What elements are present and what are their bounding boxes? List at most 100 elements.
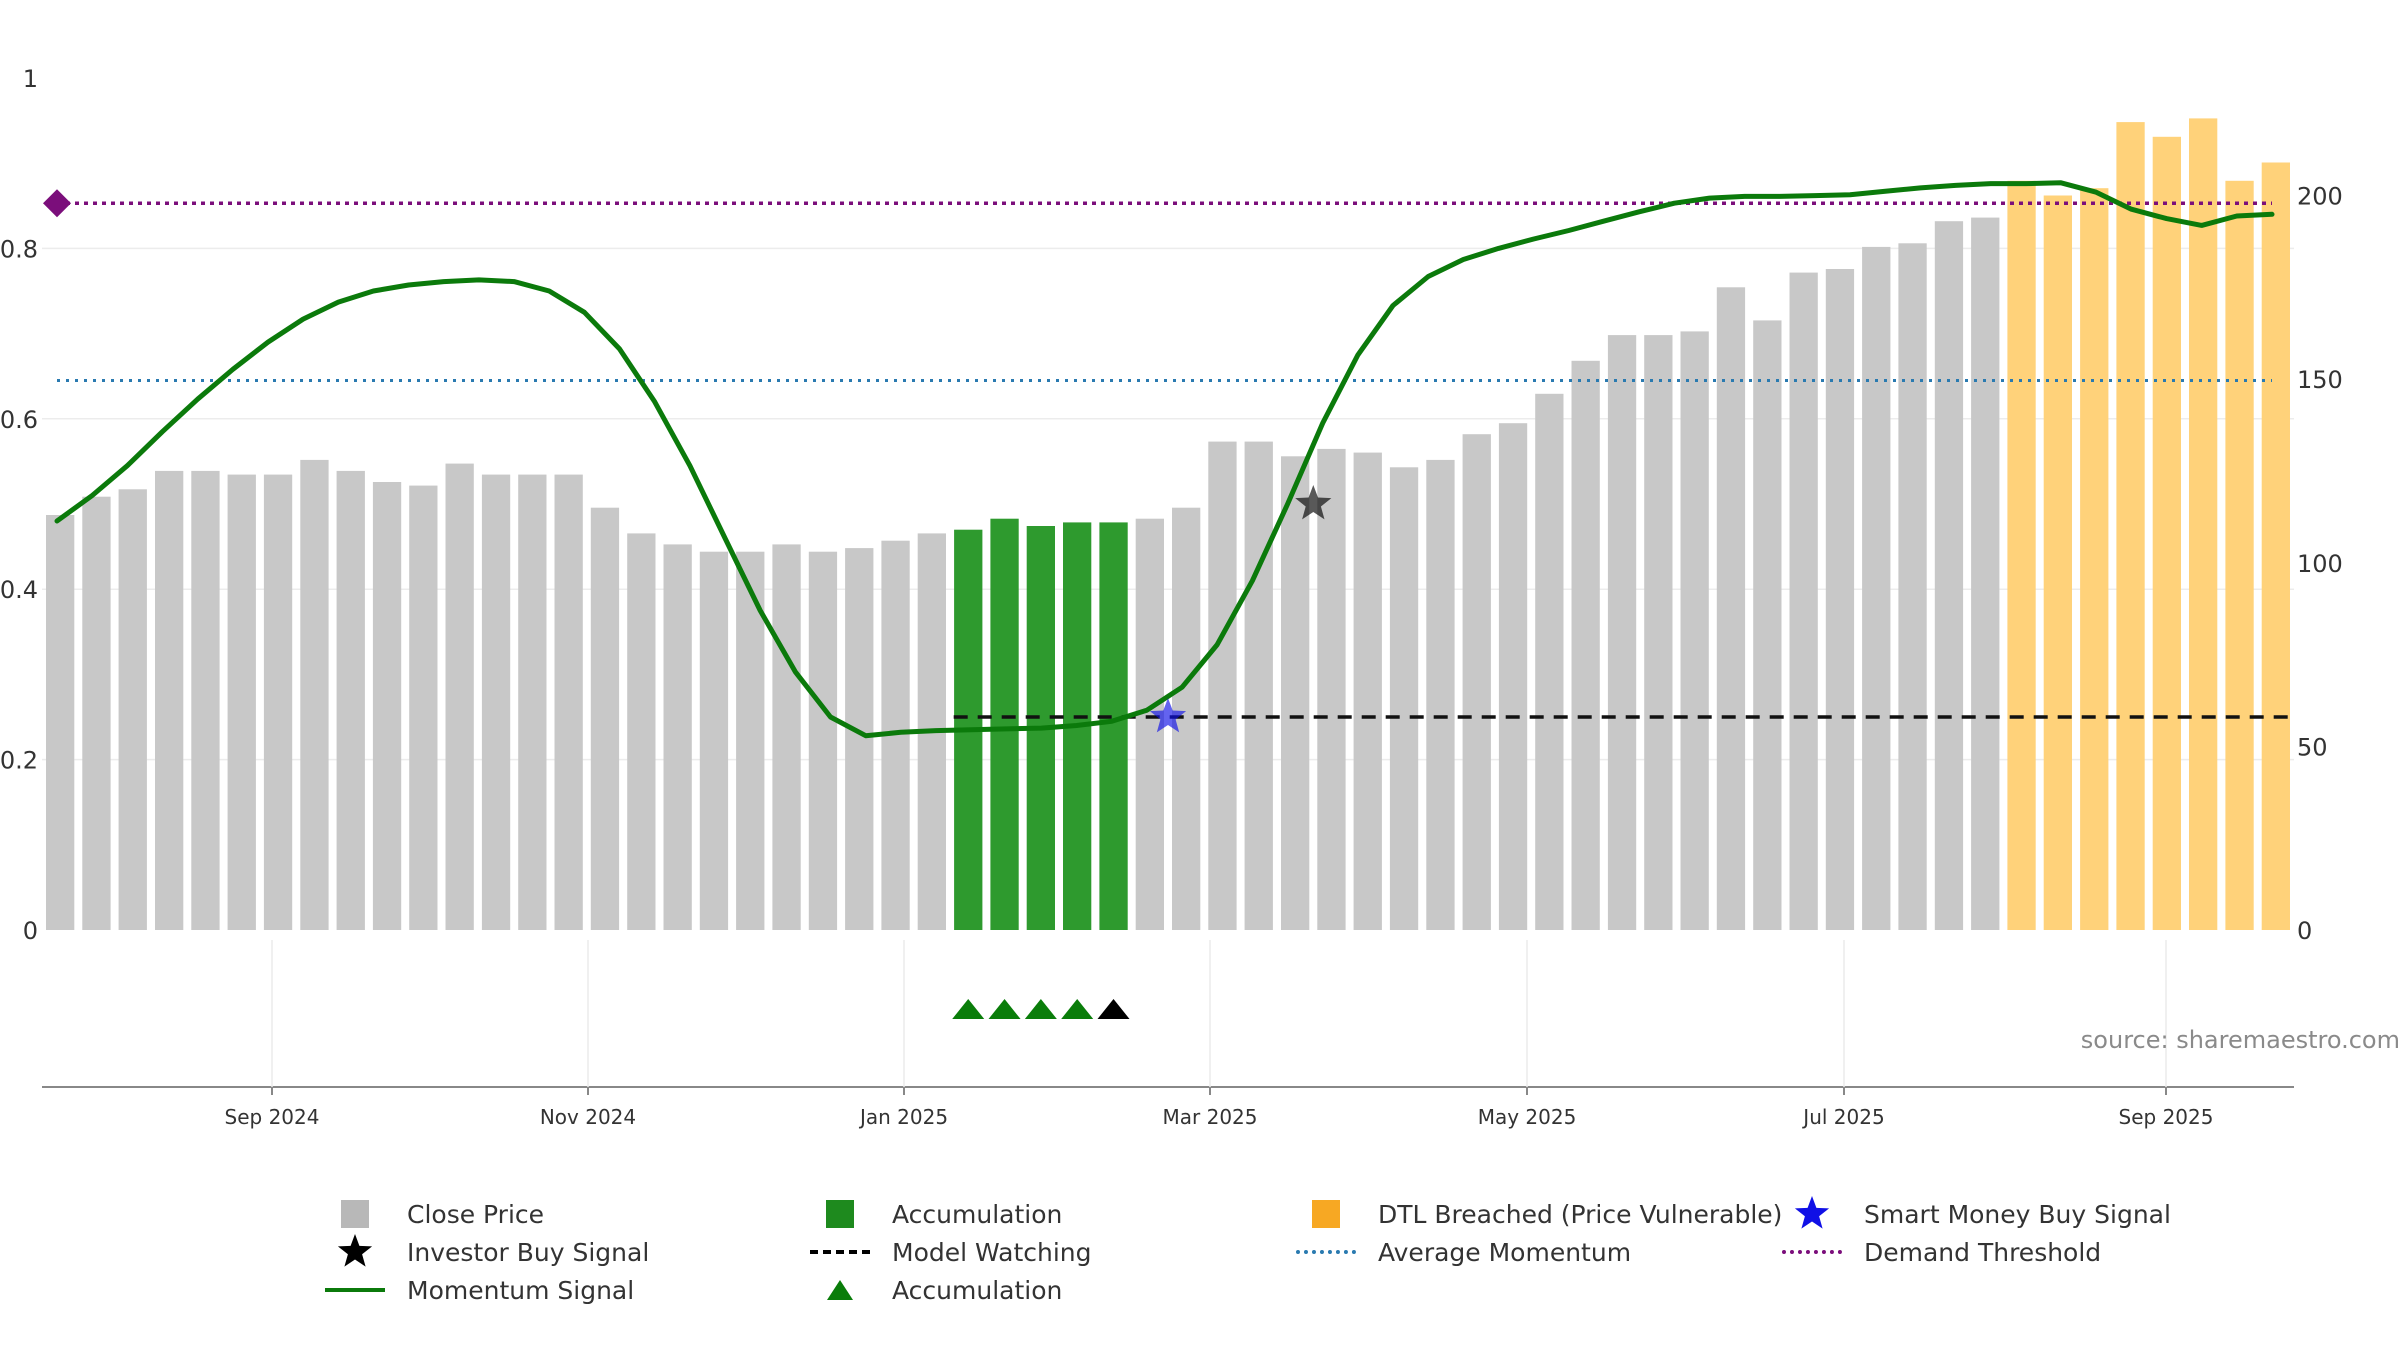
source-label: source: sharemaestro.com: [2080, 1026, 2400, 1054]
bar: [1244, 441, 1273, 930]
bar: [772, 544, 801, 930]
bar: [372, 482, 402, 930]
legend-label: Smart Money Buy Signal: [1864, 1199, 2171, 1229]
bar: [155, 470, 184, 930]
legend-item-investor-buy: Investor Buy Signal: [325, 1233, 649, 1271]
right-axis-tick-label: 0: [2297, 917, 2312, 945]
legend-item-accumulation-triangle: Accumulation: [810, 1271, 1062, 1309]
legend-label: Investor Buy Signal: [407, 1237, 650, 1267]
legend-item-close-price: Close Price: [325, 1195, 544, 1233]
bar: [1971, 217, 2000, 931]
close-price-swatch: [341, 1200, 369, 1228]
legend-label: Average Momentum: [1378, 1237, 1632, 1267]
bar: [1353, 452, 1382, 930]
demand-threshold-diamond: [43, 189, 71, 218]
accumulation-triangle: [988, 999, 1021, 1019]
bar: [1789, 272, 1818, 931]
x-axis-tick-label: Sep 2025: [2119, 1105, 2214, 1129]
triangle-icon: [827, 1280, 853, 1300]
bar: [1607, 335, 1637, 931]
bar: [1571, 360, 1600, 930]
left-axis-tick-label: 0.8: [0, 235, 38, 263]
x-axis-tick-label: May 2025: [1478, 1105, 1577, 1129]
star-icon: [1794, 1196, 1830, 1229]
bar: [1208, 441, 1237, 930]
right-axis-tick-label: 50: [2297, 733, 2328, 761]
accumulation-triangle: [952, 999, 985, 1019]
legend-item-demand-threshold: Demand Threshold: [1782, 1233, 2101, 1271]
x-axis-tick-label: Nov 2024: [540, 1105, 636, 1129]
bar: [590, 507, 620, 930]
left-axis-tick-label: 0.6: [0, 406, 38, 434]
solid-line-swatch: [325, 1288, 385, 1292]
bar: [1462, 434, 1491, 930]
bar: [1644, 335, 1673, 931]
bar: [1825, 269, 1855, 930]
smart-money-buy-star: [1149, 698, 1187, 733]
x-axis-tick-label: Mar 2025: [1163, 1105, 1258, 1129]
right-axis-tick-label: 200: [2297, 183, 2343, 211]
dotted-line-swatch: [1782, 1250, 1842, 1254]
legend-label: Demand Threshold: [1864, 1237, 2102, 1267]
left-axis-tick-label: 0: [23, 917, 38, 945]
bar: [1172, 507, 1201, 930]
investor-buy-star: [1295, 485, 1332, 520]
bar: [300, 459, 329, 930]
bar: [1680, 331, 1709, 930]
bar: [627, 533, 656, 930]
legend-item-average-momentum: Average Momentum: [1296, 1233, 1631, 1271]
legend-item-dtl-breached: DTL Breached (Price Vulnerable): [1296, 1195, 1782, 1233]
bar: [1753, 320, 1782, 930]
bar: [263, 474, 293, 930]
right-axis-tick-label: 100: [2297, 550, 2343, 578]
bar: [191, 470, 220, 930]
bar: [2116, 122, 2145, 931]
left-axis-tick-label: 0.2: [0, 747, 38, 775]
bar: [227, 474, 256, 930]
bar: [1498, 423, 1528, 930]
bar: [845, 548, 874, 930]
left-axis-tick-label: 0.4: [0, 576, 38, 604]
bar: [2007, 180, 2036, 931]
legend: Close Price Accumulation DTL Breached (P…: [0, 1195, 2400, 1345]
bar: [118, 489, 147, 930]
bar: [1099, 522, 1128, 930]
legend-label: Accumulation: [892, 1199, 1063, 1229]
bar: [663, 544, 692, 930]
bar: [46, 515, 75, 930]
bar: [808, 551, 838, 930]
bar: [1426, 459, 1455, 930]
legend-label: Close Price: [407, 1199, 545, 1229]
accumulation-triangle: [1061, 999, 1094, 1019]
bar: [736, 551, 765, 930]
bar: [2080, 188, 2109, 930]
bar: [1934, 221, 1964, 930]
bar: [2152, 136, 2181, 931]
bar: [1535, 393, 1564, 930]
bar: [2043, 195, 2072, 930]
bar: [699, 551, 729, 930]
x-axis-tick-label: Sep 2024: [225, 1105, 320, 1129]
legend-label: Momentum Signal: [407, 1275, 635, 1305]
bar: [1317, 448, 1346, 930]
bar: [990, 518, 1019, 930]
bar: [445, 463, 474, 930]
bar: [336, 470, 365, 930]
left-axis-tick-label: 1: [23, 65, 38, 93]
bar: [409, 485, 438, 930]
x-axis-tick-label: Jul 2025: [1801, 1105, 1884, 1129]
accumulation-triangle: [1024, 999, 1057, 1019]
bar: [2225, 180, 2254, 931]
bar: [1898, 243, 1927, 931]
legend-item-model-watching: Model Watching: [810, 1233, 1092, 1271]
right-axis-tick-label: 150: [2297, 366, 2343, 394]
star-icon: [337, 1234, 373, 1267]
x-axis-tick-label: Jan 2025: [858, 1105, 948, 1129]
bar: [2189, 118, 2218, 930]
legend-label: DTL Breached (Price Vulnerable): [1378, 1199, 1783, 1229]
accumulation-triangle: [1097, 999, 1130, 1019]
bar: [518, 474, 547, 930]
bar: [1389, 467, 1419, 930]
